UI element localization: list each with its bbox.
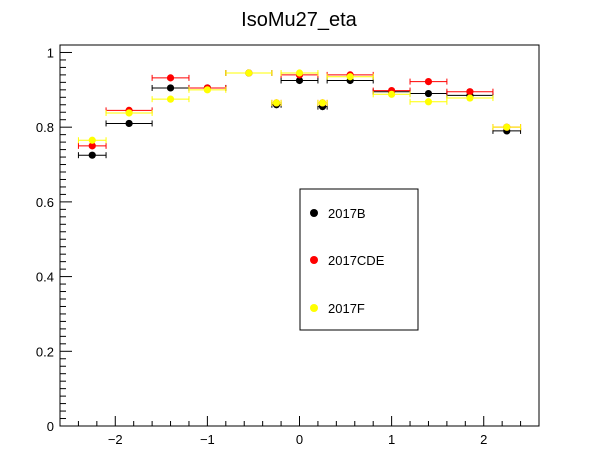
x-tick-label: 2 bbox=[480, 432, 487, 447]
data-point bbox=[466, 94, 474, 102]
data-point bbox=[88, 136, 96, 144]
data-point bbox=[346, 73, 354, 81]
legend-marker bbox=[310, 209, 318, 217]
data-point bbox=[295, 76, 304, 85]
data-point bbox=[318, 99, 327, 107]
x-tick-label: 1 bbox=[388, 432, 395, 447]
data-point bbox=[466, 88, 474, 96]
data-point bbox=[166, 95, 175, 103]
data-point bbox=[245, 69, 253, 77]
legend-label: 2017CDE bbox=[328, 253, 385, 268]
legend-label: 2017B bbox=[328, 206, 366, 221]
x-tick-label: 0 bbox=[296, 432, 303, 447]
data-point bbox=[388, 90, 396, 98]
legend: 2017B 2017CDE 2017F bbox=[299, 188, 419, 331]
y-tick-label: 0.4 bbox=[36, 270, 54, 285]
data-point bbox=[424, 78, 433, 86]
data-point bbox=[272, 99, 281, 107]
x-tick-label: −1 bbox=[200, 432, 215, 447]
y-tick-label: 0.8 bbox=[36, 120, 54, 135]
data-point bbox=[125, 119, 133, 128]
data-point bbox=[503, 123, 511, 131]
data-point bbox=[203, 86, 211, 94]
series-2017B bbox=[77, 69, 522, 159]
y-axis: 0 0.2 0.4 0.6 0.8 1 bbox=[36, 45, 72, 434]
data-point bbox=[166, 74, 175, 82]
y-tick-label: 1 bbox=[47, 45, 54, 60]
x-tick-label: −2 bbox=[108, 432, 123, 447]
legend-box bbox=[299, 188, 419, 331]
data-points bbox=[77, 69, 522, 159]
chart-title: IsoMu27_eta bbox=[241, 9, 358, 31]
data-point bbox=[424, 89, 433, 98]
data-point bbox=[125, 109, 133, 117]
legend-label: 2017F bbox=[328, 301, 365, 316]
data-point bbox=[295, 69, 304, 77]
y-tick-label: 0.2 bbox=[36, 344, 54, 359]
y-tick-label: 0.6 bbox=[36, 195, 54, 210]
legend-marker bbox=[310, 304, 318, 312]
data-point bbox=[166, 84, 175, 92]
x-axis: −2 −1 0 1 2 bbox=[59, 416, 540, 447]
data-point bbox=[88, 142, 96, 150]
legend-marker bbox=[310, 256, 318, 264]
data-point bbox=[88, 151, 96, 159]
y-tick-label: 0 bbox=[47, 419, 54, 434]
data-point bbox=[424, 98, 433, 106]
series-2017F bbox=[77, 69, 522, 144]
